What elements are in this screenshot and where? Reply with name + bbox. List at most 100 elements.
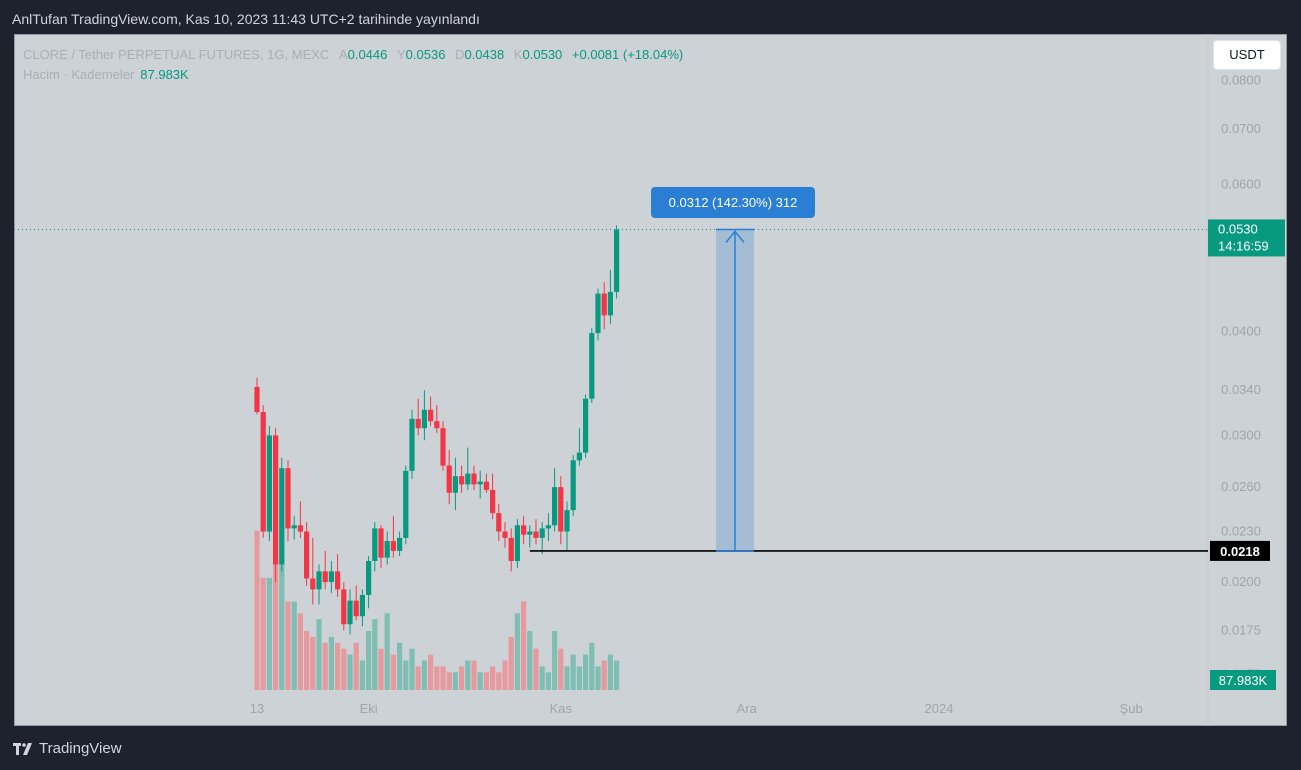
volume-bar	[403, 660, 409, 690]
candle-body	[291, 525, 297, 529]
candle	[322, 550, 328, 590]
candle	[514, 519, 520, 568]
volume-bar	[297, 613, 303, 690]
published-text: AnlTufan TradingView.com, Kas 10, 2023 1…	[12, 11, 480, 27]
volume-bar	[341, 648, 347, 690]
volume-bar	[459, 666, 465, 690]
volume-bar	[279, 560, 285, 690]
candle	[403, 465, 409, 545]
high-value: 0.0536	[405, 47, 446, 62]
volume-bar	[421, 660, 427, 690]
candle-body	[366, 560, 372, 595]
currency-button[interactable]: USDT	[1213, 40, 1281, 70]
candle-body	[527, 531, 533, 535]
candle	[328, 560, 334, 594]
candle-body	[297, 525, 303, 532]
candle	[459, 465, 465, 493]
candle-body	[552, 487, 558, 526]
volume-bar	[415, 666, 421, 690]
candle	[440, 421, 446, 471]
volume-bar	[390, 654, 396, 690]
candle-body	[570, 460, 576, 511]
chart-area[interactable]: 0.0800 0.0700 0.0600 0.0400 0.0340 0.0300 0.02…	[14, 34, 1287, 726]
candle	[310, 537, 316, 605]
candle-body	[254, 386, 260, 413]
candle	[297, 501, 303, 538]
y-tick-label: 0.0400	[1221, 323, 1261, 338]
volume-bar	[564, 666, 570, 690]
candle	[347, 589, 353, 635]
volume-value: 87.983K	[140, 67, 189, 82]
candle	[341, 582, 347, 631]
candle	[254, 377, 260, 415]
volume-bar	[316, 619, 322, 690]
candle	[428, 396, 434, 426]
candle	[266, 425, 272, 542]
candle	[397, 531, 403, 556]
candle-body	[558, 487, 564, 532]
candle	[384, 531, 390, 565]
volume-bar	[285, 601, 291, 690]
candle-body	[514, 525, 520, 561]
candle	[552, 468, 558, 532]
candle-body	[508, 537, 514, 561]
candle-body	[607, 291, 613, 316]
candle-body	[434, 421, 440, 429]
volume-bar	[291, 601, 297, 690]
candle-body	[403, 470, 409, 538]
candle	[589, 327, 595, 404]
candle-body	[545, 525, 551, 529]
candle	[465, 447, 471, 490]
candle-body	[583, 398, 589, 453]
volume-bar	[477, 672, 483, 690]
candle	[527, 525, 533, 548]
candle-body	[490, 489, 496, 514]
symbol-name[interactable]: CLORE / Tether PERPETUAL FUTURES, 1G, ME…	[23, 47, 330, 62]
open-label: A	[338, 47, 348, 62]
candle-body	[372, 528, 378, 561]
candle-body	[421, 409, 427, 429]
volume-tag: 87.983K	[1210, 670, 1276, 690]
support-price-value: 0.0218	[1220, 544, 1260, 559]
y-tick-label: 0.0200	[1221, 574, 1261, 589]
last-price-tag-bg	[1208, 219, 1285, 257]
y-tick-label: 0.0700	[1221, 121, 1261, 136]
y-tick-label: 0.0600	[1221, 177, 1261, 192]
candle	[471, 465, 477, 490]
candle	[477, 470, 483, 499]
candle-body	[496, 513, 502, 532]
candle-body	[539, 528, 545, 538]
volume-bar	[570, 654, 576, 690]
brand[interactable]: TradingView	[13, 740, 122, 757]
y-tick-label: 0.0260	[1221, 479, 1261, 494]
measure-arrow-head-icon	[725, 230, 745, 243]
volume-bar	[254, 530, 260, 690]
volume-bar	[335, 642, 341, 690]
support-price-tag-bg	[1210, 540, 1270, 561]
candle-body	[589, 333, 595, 399]
open-value: 0.0446	[347, 47, 388, 62]
close-value: 0.0530	[522, 47, 563, 62]
candle-body	[304, 531, 310, 579]
volume-bar	[502, 660, 508, 690]
candle-body	[446, 465, 452, 493]
candle	[353, 585, 359, 621]
y-tick-label: 0.0300	[1221, 427, 1261, 442]
candle-body	[390, 541, 396, 551]
volume-bar	[397, 642, 403, 690]
volume-bar	[446, 672, 452, 690]
volume-bar	[440, 666, 446, 690]
volume-bar	[372, 619, 378, 690]
candle-body	[310, 578, 316, 590]
candle-body	[341, 589, 347, 625]
candle-body	[335, 571, 341, 590]
candle	[260, 405, 266, 538]
change-value: +0.0081 (+18.04%)	[571, 47, 684, 62]
candle	[304, 522, 310, 586]
chart-frame[interactable]	[14, 34, 1287, 726]
y-tick-label: 0.0340	[1221, 382, 1261, 397]
volume-bar	[273, 524, 279, 690]
volume-label[interactable]: Hacim · Kademeler	[23, 67, 135, 82]
x-tick-label: 2024	[925, 701, 954, 716]
volume-bar	[589, 642, 595, 690]
